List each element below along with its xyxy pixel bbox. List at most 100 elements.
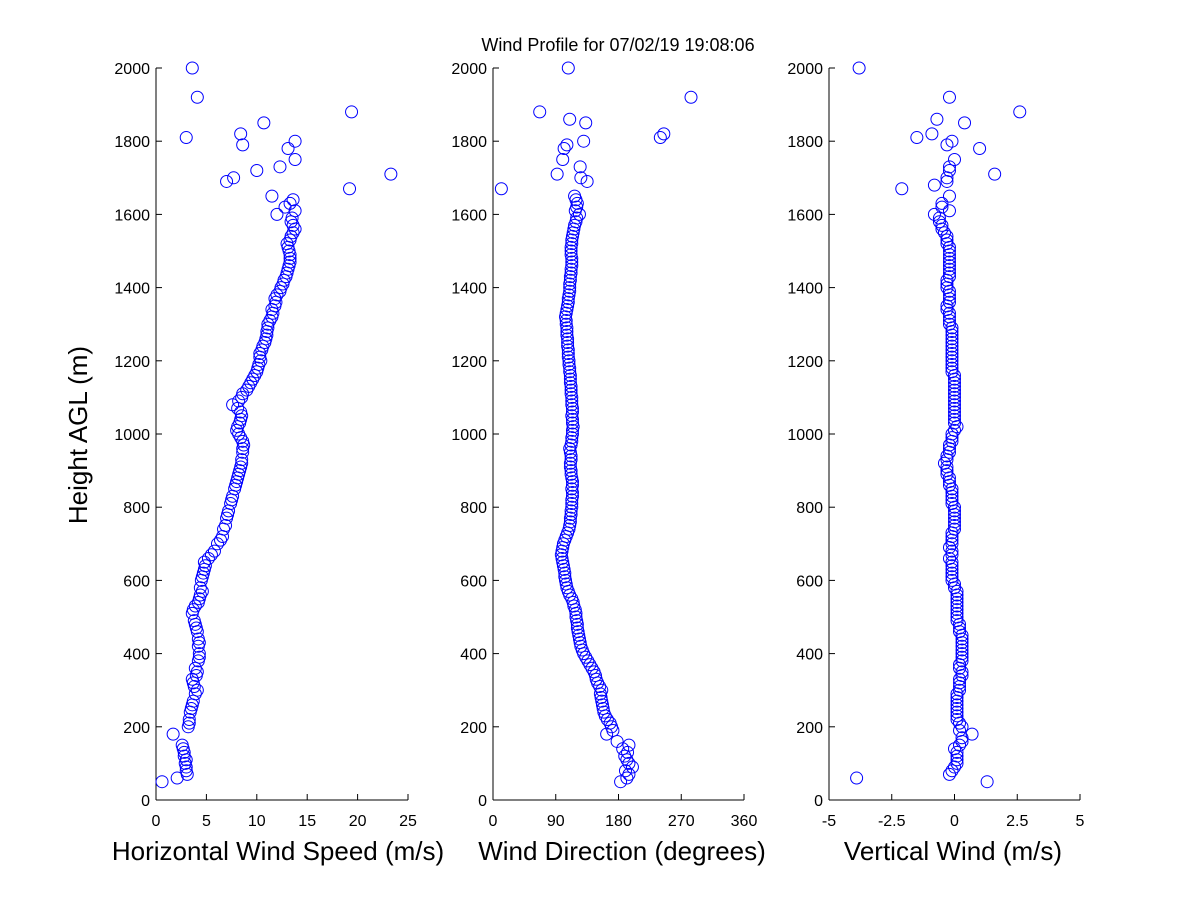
data-point xyxy=(190,90,204,104)
data-point xyxy=(953,672,967,686)
data-point xyxy=(273,160,287,174)
data-point xyxy=(610,734,624,748)
data-point xyxy=(565,255,579,269)
data-point xyxy=(948,511,961,525)
y-tick-label: 0 xyxy=(141,793,150,810)
x-tick-label: 0 xyxy=(489,813,498,830)
data-point xyxy=(950,705,964,719)
data-point xyxy=(940,464,954,478)
x-axis-label-speed: Horizontal Wind Speed (m/s) xyxy=(112,836,444,866)
data-point xyxy=(953,738,967,752)
x-axis-label-vertical: Vertical Wind (m/s) xyxy=(844,836,1062,866)
data-point xyxy=(185,61,199,75)
y-tick-label: 200 xyxy=(460,720,487,737)
data-point xyxy=(560,325,574,339)
data-point xyxy=(563,273,577,287)
data-point xyxy=(930,112,944,126)
data-point xyxy=(945,555,959,569)
data-point xyxy=(1013,105,1027,119)
data-point xyxy=(945,537,959,551)
data-point xyxy=(210,537,224,551)
data-point xyxy=(288,204,302,218)
data-point xyxy=(284,229,298,243)
data-point xyxy=(219,519,233,532)
data-point xyxy=(565,416,579,430)
data-point xyxy=(268,292,282,306)
data-point xyxy=(927,207,941,221)
x-axis-label-direction: Wind Direction (degrees) xyxy=(478,836,766,866)
data-points-vertical xyxy=(850,61,1027,789)
data-point xyxy=(570,211,584,225)
data-point xyxy=(197,555,211,569)
data-point xyxy=(232,394,246,408)
data-point xyxy=(948,412,961,426)
data-point xyxy=(565,398,579,412)
data-point xyxy=(955,665,969,679)
data-point xyxy=(182,716,196,730)
data-point xyxy=(945,570,959,584)
data-point xyxy=(955,647,969,661)
panel-vertical: -5 -2.5 0 2.5 5 0 200 400 600 800 1000 1200 1400 1600… xyxy=(787,61,1084,866)
data-point xyxy=(563,112,577,126)
data-point xyxy=(564,244,578,258)
data-point xyxy=(935,218,949,232)
data-point xyxy=(950,712,964,726)
y-axis-label: Height AGL (m) xyxy=(63,346,93,524)
data-point xyxy=(274,281,288,295)
data-point xyxy=(193,588,207,602)
data-point xyxy=(190,665,204,679)
data-point xyxy=(195,584,209,598)
data-point xyxy=(246,372,260,386)
data-point xyxy=(948,379,961,393)
y-tick-label: 400 xyxy=(460,647,487,664)
data-point xyxy=(286,218,300,232)
data-point xyxy=(573,160,587,174)
data-point xyxy=(945,497,959,511)
data-point xyxy=(622,756,636,770)
data-point xyxy=(564,383,578,397)
data-point xyxy=(955,720,969,734)
data-point xyxy=(965,727,979,741)
data-point xyxy=(940,233,954,247)
data-point xyxy=(948,416,961,430)
data-point xyxy=(283,255,297,269)
data-point xyxy=(950,603,964,617)
data-point xyxy=(942,259,956,273)
data-point xyxy=(253,346,267,360)
data-point xyxy=(945,573,959,587)
data-point xyxy=(270,207,284,221)
data-point xyxy=(948,515,961,529)
data-point xyxy=(593,680,607,694)
y-tick-label: 1800 xyxy=(114,134,150,151)
data-point xyxy=(955,643,969,657)
data-point xyxy=(561,346,575,360)
data-point xyxy=(561,61,575,75)
data-point xyxy=(177,749,191,763)
data-point xyxy=(945,361,959,375)
data-point xyxy=(955,650,969,664)
data-point xyxy=(850,771,864,785)
data-point xyxy=(980,775,994,789)
y-tick-label: 1600 xyxy=(451,207,487,224)
x-tick-label: 0 xyxy=(152,813,161,830)
data-point xyxy=(565,237,579,251)
data-point xyxy=(561,339,575,353)
data-point xyxy=(895,182,909,196)
data-point xyxy=(250,163,264,177)
data-point xyxy=(564,453,578,467)
data-point xyxy=(236,138,250,152)
data-point xyxy=(280,237,294,251)
data-point xyxy=(948,398,961,412)
data-point xyxy=(945,354,959,368)
data-point xyxy=(204,548,218,562)
x-tick-label: -2.5 xyxy=(878,813,906,830)
data-point xyxy=(684,90,698,104)
y-tick-label: 0 xyxy=(478,793,487,810)
data-point xyxy=(973,142,987,156)
data-point xyxy=(945,431,959,445)
chart-panels: 0 5 10 15 20 25 0 200 400 600 800 1000 1200 1400 1600 1… xyxy=(112,61,1085,866)
data-point xyxy=(950,709,964,723)
data-point xyxy=(563,281,577,295)
data-point xyxy=(950,698,964,712)
data-points-speed xyxy=(155,61,398,789)
